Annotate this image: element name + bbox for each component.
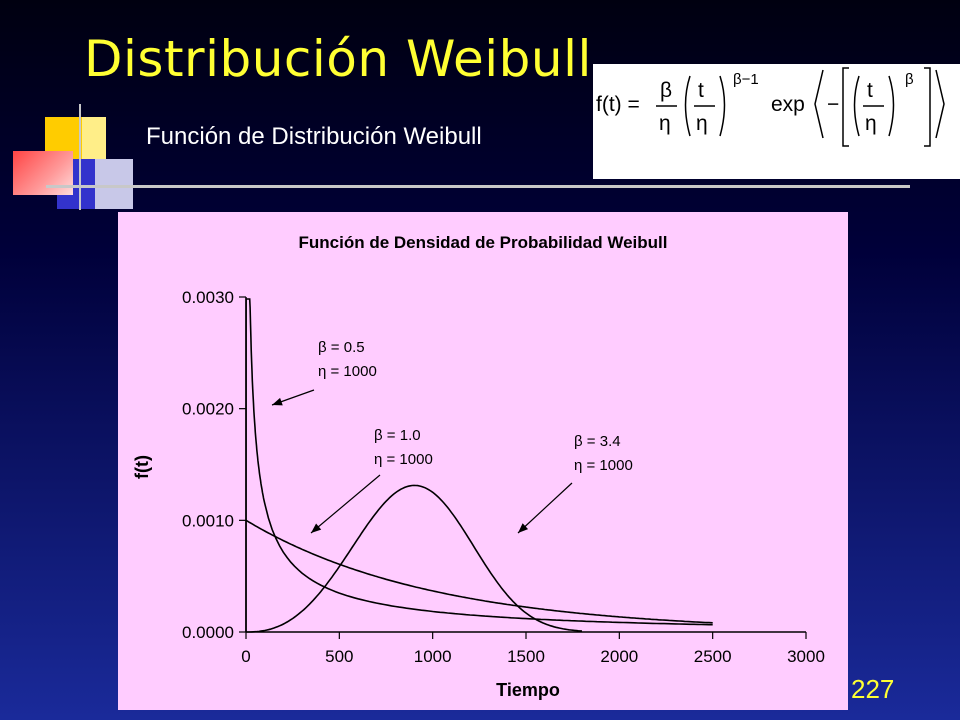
chart-panel: Función de Densidad de Probabilidad Weib… [118,212,848,710]
y-tick-label: 0.0010 [182,511,234,530]
deco-blue-light-square [95,159,133,209]
series-line-3 [246,484,583,633]
page-number: 227 [851,674,895,704]
slide-title: Distribución Weibull [84,30,592,88]
x-tick-label: 0 [241,647,250,666]
y-tick-label: 0.0000 [182,623,234,642]
series-line-2 [245,519,713,624]
annotation-label: η = 1000 [574,457,633,474]
formula-beta: β [660,79,672,102]
annotation-arrow-head [311,523,322,533]
formula-lhs: f(t) = [596,93,640,116]
y-tick-label: 0.0020 [182,400,234,419]
chart-title: Función de Densidad de Probabilidad Weib… [299,233,668,252]
formula-t-2: t [867,79,873,102]
decorative-vertical-line [79,104,81,210]
annotation-label: η = 1000 [374,451,433,468]
annotation-label: β = 3.4 [574,433,621,450]
deco-red-square [13,151,73,195]
weibull-formula: f(t) = β η t η β−1 exp − t η β [596,67,945,147]
formula-eta: η [659,112,671,135]
formula-eta-3: η [865,112,877,135]
annotation-arrow-line [310,474,381,534]
formula-eta-2: η [696,112,708,135]
weibull-pdf-chart: Función de Densidad de Probabilidad Weib… [132,233,825,700]
series-line-1 [245,298,713,633]
annotation-label: η = 1000 [318,363,377,380]
annotation-arrow-line [517,482,573,534]
x-tick-label: 2000 [600,647,638,666]
x-axis-label: Tiempo [496,680,560,700]
y-axis-label: f(t) [132,455,152,479]
annotation-arrow-head [272,397,283,406]
formula-exp: exp [771,93,805,116]
slide-subtitle: Función de Distribución Weibull [146,123,482,150]
y-tick-label: 0.0030 [182,288,234,307]
x-tick-label: 2500 [694,647,732,666]
formula-minus: − [827,93,839,116]
formula-t: t [698,79,704,102]
decorative-horizontal-line [46,185,910,188]
x-tick-label: 1500 [507,647,545,666]
formula-exponent-2: β [905,71,914,88]
x-tick-label: 3000 [787,647,825,666]
weibull-formula-box: f(t) = β η t η β−1 exp − t η β [593,64,960,179]
x-tick-label: 1000 [414,647,452,666]
annotation-label: β = 0.5 [318,339,365,356]
annotation-arrow-head [518,523,529,533]
annotation-label: β = 1.0 [374,427,421,444]
x-tick-label: 500 [325,647,353,666]
formula-exponent: β−1 [733,71,759,88]
